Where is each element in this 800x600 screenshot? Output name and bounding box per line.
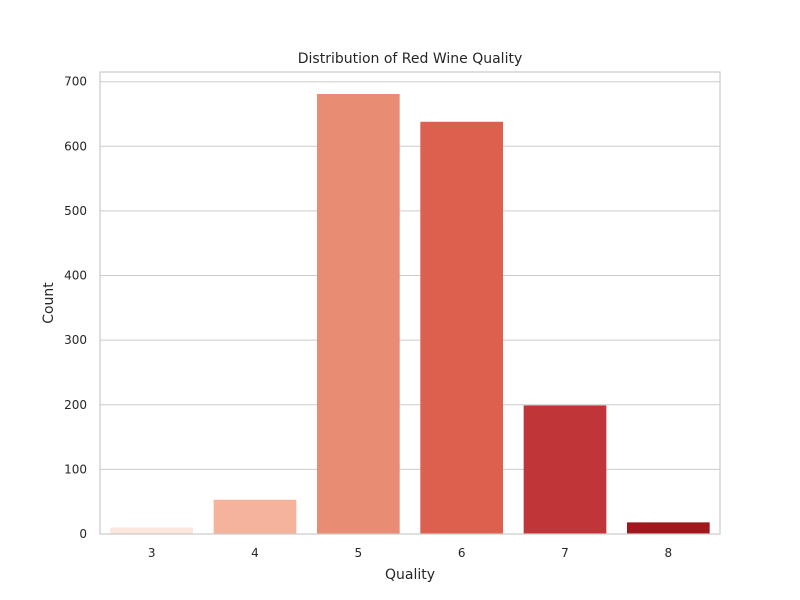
x-tick-label: 3 [148,546,156,560]
x-tick-label: 4 [251,546,259,560]
y-tick-label: 700 [64,75,87,89]
bars [110,93,710,534]
y-tick-label: 200 [64,398,87,412]
x-tick-label: 8 [665,546,673,560]
y-tick-label: 100 [64,462,87,476]
bar-quality-6 [420,121,503,534]
y-tick-label: 500 [64,204,87,218]
y-axis-ticks: 0 100 200 300 400 500 600 700 [64,75,87,541]
bar-quality-5 [317,93,400,534]
x-tick-label: 6 [458,546,466,560]
plot-frame [99,71,721,535]
y-tick-label: 300 [64,333,87,347]
y-tick-label: 400 [64,269,87,283]
chart-title: Distribution of Red Wine Quality [298,51,523,67]
bar-quality-7 [523,405,607,534]
y-axis-label: Count [41,282,57,324]
y-tick-label: 0 [79,527,87,541]
bar-quality-3 [110,527,193,534]
gridlines [100,81,720,535]
x-tick-label: 5 [355,546,363,560]
x-axis-ticks: 3 4 5 6 7 8 [148,546,672,560]
x-tick-label: 7 [561,546,569,560]
bar-quality-4 [213,499,297,534]
y-tick-label: 600 [64,139,87,153]
x-axis-label: Quality [385,567,435,583]
bar-quality-8 [627,522,710,534]
